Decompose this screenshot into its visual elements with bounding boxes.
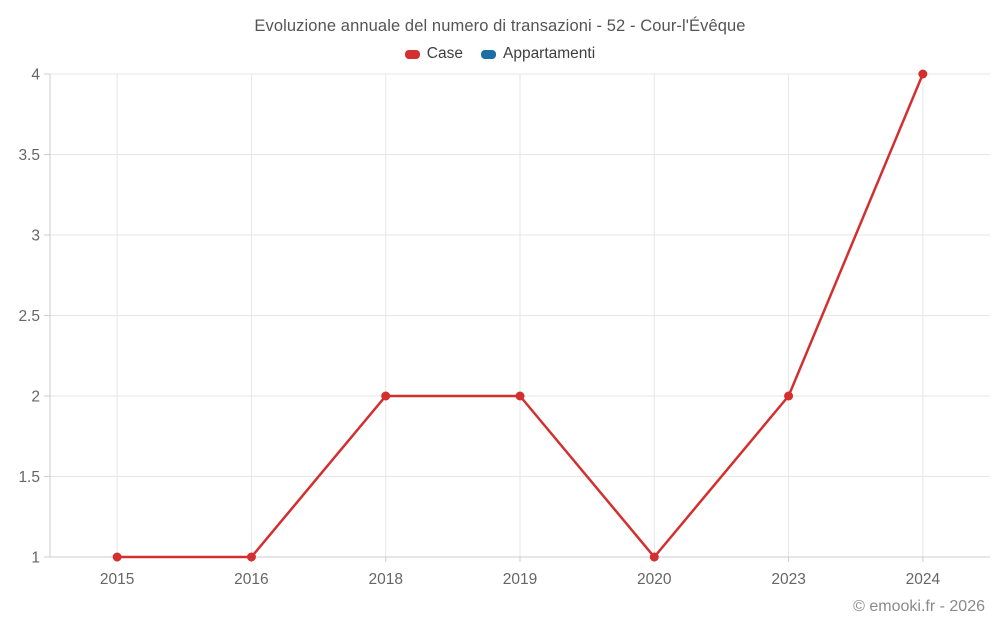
legend-item-label: Case bbox=[426, 45, 463, 62]
x-axis-label: 2015 bbox=[100, 571, 134, 588]
y-axis-label: 2 bbox=[31, 389, 40, 406]
y-axis-label: 1.5 bbox=[18, 469, 40, 486]
y-axis-label: 2.5 bbox=[18, 308, 40, 325]
x-axis-label: 2019 bbox=[503, 571, 537, 588]
watermark-credit: © emooki.fr - 2026 bbox=[853, 598, 985, 615]
chart-legend: Case Appartamenti bbox=[0, 45, 1000, 63]
x-axis-label: 2018 bbox=[368, 571, 402, 588]
data-point-case-2023[interactable] bbox=[784, 391, 794, 401]
chart-title: Evoluzione annuale del numero di transaz… bbox=[254, 17, 746, 35]
legend-item-label: Appartamenti bbox=[502, 45, 596, 62]
data-point-case-2018[interactable] bbox=[381, 391, 391, 401]
y-axis-label: 3.5 bbox=[18, 147, 40, 164]
data-point-case-2020[interactable] bbox=[649, 552, 659, 562]
legend-swatch-icon bbox=[480, 49, 496, 59]
legend-item-appartamenti[interactable]: Appartamenti bbox=[480, 45, 596, 63]
y-axis-label: 1 bbox=[31, 550, 40, 567]
data-point-case-2016[interactable] bbox=[246, 552, 256, 562]
y-axis-label: 4 bbox=[31, 67, 40, 84]
y-axis-label: 3 bbox=[31, 228, 40, 245]
legend-item-case[interactable]: Case bbox=[404, 45, 463, 63]
x-axis-label: 2020 bbox=[637, 571, 672, 588]
data-point-case-2019[interactable] bbox=[515, 391, 525, 401]
x-axis-label: 2023 bbox=[771, 571, 805, 588]
x-axis-label: 2024 bbox=[906, 571, 941, 588]
data-point-case-2015[interactable] bbox=[112, 552, 122, 562]
x-axis-label: 2016 bbox=[234, 571, 268, 588]
data-point-case-2024[interactable] bbox=[918, 69, 928, 79]
legend-swatch-icon bbox=[404, 49, 420, 59]
